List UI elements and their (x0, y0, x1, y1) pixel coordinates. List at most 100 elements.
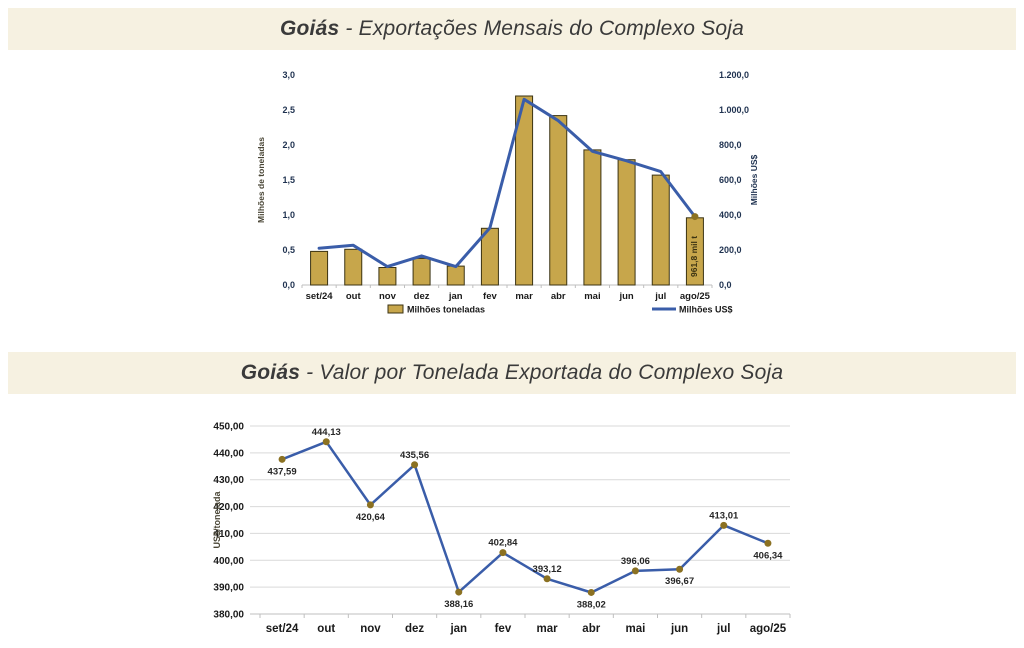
right-axis-tick-label: 0,0 (719, 280, 732, 290)
x-axis-label: fev (495, 623, 512, 635)
left-axis-title: Milhões de toneladas (256, 137, 266, 223)
bar-out (344, 248, 363, 286)
y-axis-tick-label: 450,00 (213, 422, 244, 433)
x-axis-label: mai (584, 291, 600, 302)
data-point-marker (720, 521, 728, 529)
y-axis-tick-label: 440,00 (213, 448, 244, 459)
x-axis-label: set/24 (266, 623, 299, 635)
bar-mai (583, 149, 602, 286)
right-axis-tick-label: 200,0 (719, 245, 742, 255)
x-axis-label: fev (483, 291, 497, 302)
x-axis-label: mar (515, 291, 533, 302)
bar-set/24 (310, 250, 329, 286)
bar-dez (412, 257, 431, 286)
data-point-label: 435,56 (400, 450, 429, 461)
x-axis-label: out (317, 623, 335, 635)
x-axis-label: jan (448, 291, 463, 302)
x-axis-label: jun (618, 291, 633, 302)
data-point-marker (543, 575, 551, 583)
chart1-title-rest: - Exportações Mensais do Complexo Soja (339, 17, 745, 40)
usd-line-series (317, 97, 697, 269)
left-axis-tick-label: 2,5 (282, 105, 295, 115)
right-axis-tick-label: 600,0 (719, 175, 742, 185)
line-end-marker (691, 213, 699, 221)
x-axis-label: mai (626, 623, 646, 635)
chart1-title: Goiás - Exportações Mensais do Complexo … (280, 17, 744, 41)
x-axis-label: abr (551, 291, 566, 302)
data-point-label: 393,12 (533, 564, 562, 575)
left-axis-tick-label: 2,0 (282, 140, 295, 150)
x-axis-label: set/24 (306, 291, 334, 302)
chart2-title-rest: - Valor por Tonelada Exportada do Comple… (300, 361, 784, 384)
x-axis-label: nov (360, 623, 381, 635)
data-point-label: 437,59 (268, 466, 297, 477)
data-point-label: 444,13 (312, 427, 341, 438)
bar-abr (549, 115, 568, 286)
bar-nov (378, 267, 397, 286)
left-axis-tick-label: 0,5 (282, 245, 295, 255)
data-point-marker (587, 588, 595, 596)
data-point-marker (676, 565, 684, 573)
left-axis-tick-label: 1,0 (282, 210, 295, 220)
right-axis-tick-label: 400,0 (719, 210, 742, 220)
data-point-marker (322, 438, 330, 446)
right-axis-tick-label: 1.000,0 (719, 105, 749, 115)
right-axis-tick-label: 1.200,0 (719, 70, 749, 80)
x-axis-label: mar (537, 623, 559, 635)
bar-jan (446, 265, 465, 286)
data-point-label: 388,02 (577, 599, 606, 610)
price-line-series (280, 440, 770, 594)
right-axis-title: Milhões US$ (749, 154, 759, 205)
price-line-chart: 380,00 390,00 400,00 410,00 420,00 430,00 440,… (212, 422, 791, 635)
y-axis-tick-label: 380,00 (213, 610, 244, 621)
x-axis-label: ago/25 (750, 623, 787, 635)
bar-jun (617, 159, 636, 286)
y-axis-tick-label: 400,00 (213, 556, 244, 567)
x-axis-label: dez (405, 623, 424, 635)
legend-line-label: Milhões US$ (679, 305, 733, 315)
chart2-title-band: Goiás - Valor por Tonelada Exportada do … (8, 352, 1016, 394)
y-axis-tick-label: 430,00 (213, 475, 244, 486)
chart1-title-bold: Goiás (279, 17, 340, 40)
left-axis-tick-label: 3,0 (282, 70, 295, 80)
data-point-label: 406,34 (753, 550, 783, 561)
data-point-label: 413,01 (709, 510, 739, 521)
data-point-marker (764, 539, 772, 547)
data-point-marker (278, 455, 286, 463)
y-axis-tick-label: 410,00 (213, 529, 244, 540)
data-point-marker (366, 501, 374, 509)
x-axis-label: out (346, 291, 362, 302)
data-point-marker (499, 549, 507, 557)
x-axis-label: ago/25 (680, 291, 711, 302)
left-axis-tick-label: 1,5 (282, 175, 295, 185)
x-axis-label: jan (449, 623, 467, 635)
data-point-label: 402,84 (488, 538, 518, 549)
right-axis-tick-label: 800,0 (719, 140, 742, 150)
data-point-label: 388,16 (444, 599, 473, 610)
data-point-marker (411, 461, 419, 469)
x-axis-label: nov (379, 291, 397, 302)
legend-bar-label: Milhões toneladas (407, 305, 485, 315)
exports-combo-chart: 0,0 0,5 1,0 1,5 2,0 2,5 3,0 0,0 200,0 400,0 600,0 8… (256, 70, 759, 315)
bar-mar (515, 95, 534, 286)
chart1-title-band: Goiás - Exportações Mensais do Complexo … (8, 8, 1016, 50)
x-axis-label: abr (582, 623, 600, 635)
x-axis-label: dez (414, 291, 430, 302)
data-point-marker (631, 567, 639, 575)
y-axis-tick-label: 390,00 (213, 583, 244, 594)
x-axis-label: jul (654, 291, 666, 302)
chart2-title: Goiás - Valor por Tonelada Exportada do … (241, 361, 784, 385)
bar-annotation: 961,8 mil t (689, 236, 699, 277)
x-axis-label: jul (716, 623, 730, 635)
data-point-label: 396,67 (665, 576, 694, 587)
left-axis-tick-label: 0,0 (282, 280, 295, 290)
data-point-label: 420,64 (356, 512, 386, 523)
y-axis-tick-label: 420,00 (213, 502, 244, 513)
data-point-marker (455, 588, 463, 596)
legend-bar-swatch (387, 304, 404, 314)
y-axis-title: US$/tonelada (212, 490, 222, 548)
bar-jul (651, 174, 670, 286)
chart2-title-bold: Goiás (240, 361, 301, 384)
x-axis-label: jun (670, 623, 688, 635)
